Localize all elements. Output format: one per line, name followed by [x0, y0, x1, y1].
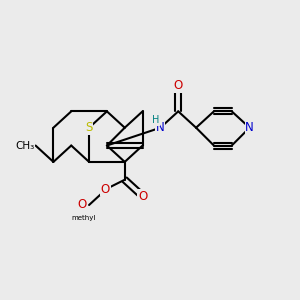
Text: methyl: methyl [71, 215, 95, 221]
Text: N: N [245, 121, 254, 134]
Text: O: O [138, 190, 147, 202]
Text: O: O [174, 79, 183, 92]
Text: O: O [101, 183, 110, 196]
Text: CH₃: CH₃ [16, 140, 35, 151]
Text: S: S [85, 121, 93, 134]
Text: N: N [156, 121, 165, 134]
Text: H: H [152, 115, 159, 125]
Text: O: O [77, 199, 86, 212]
